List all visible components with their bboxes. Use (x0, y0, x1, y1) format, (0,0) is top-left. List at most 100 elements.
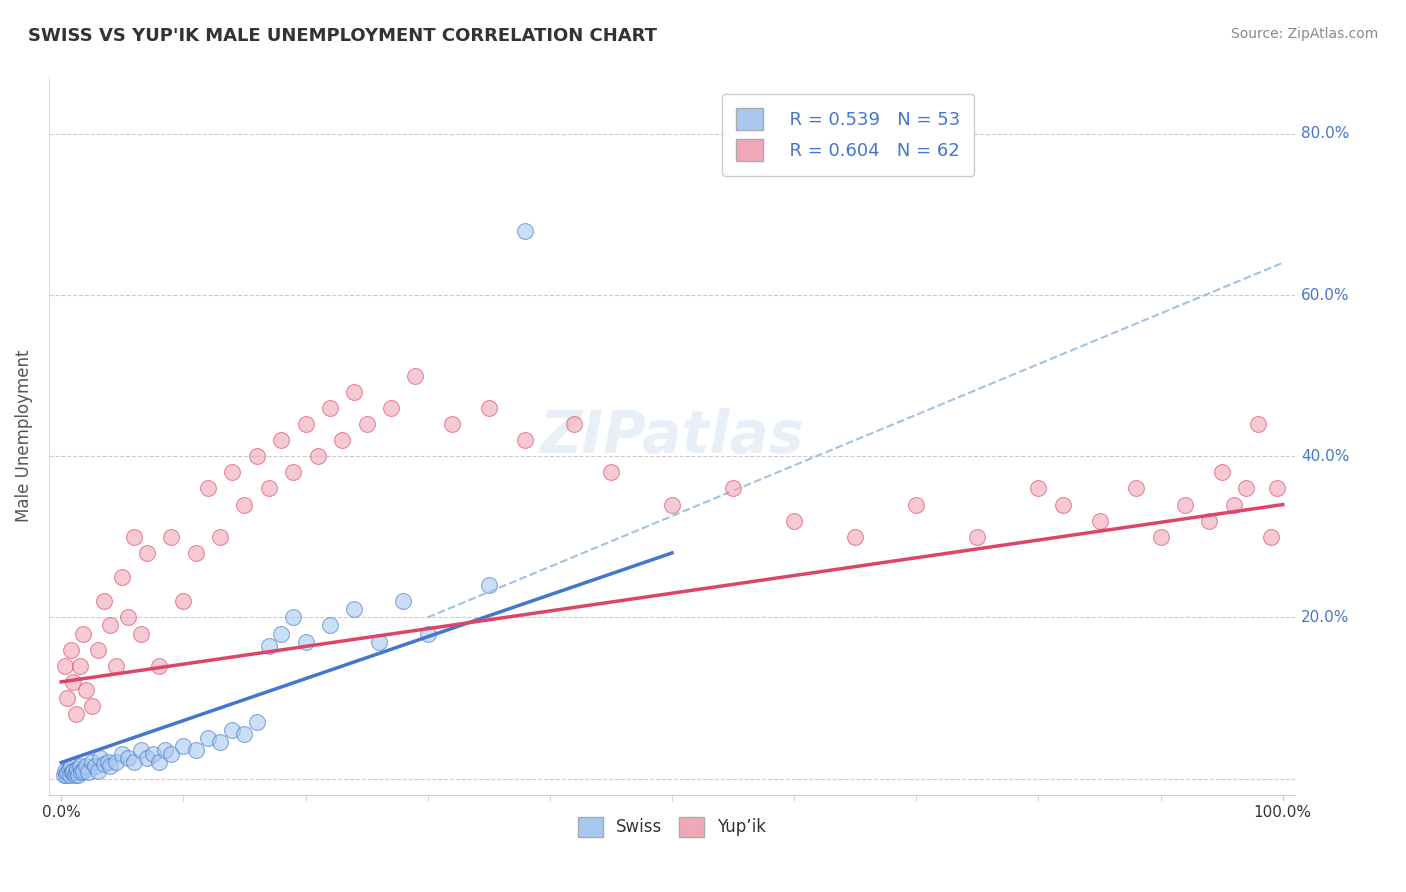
Point (72, 764, 94, 778)
Point (69, 658, 91, 673)
Text: ZIPatlas: ZIPatlas (540, 408, 804, 465)
Point (153, 743, 176, 757)
Point (52, 767, 75, 781)
Point (129, 743, 152, 757)
Point (75, 759, 97, 773)
Point (246, 449, 269, 463)
Point (62, 764, 84, 778)
Point (283, 466, 305, 480)
Point (1234, 482, 1257, 496)
Point (105, 756, 128, 770)
Point (478, 578, 501, 592)
Point (721, 482, 744, 496)
Point (87, 642, 110, 657)
Point (1088, 514, 1111, 528)
Point (294, 634, 316, 648)
Point (135, 546, 157, 560)
Point (270, 433, 292, 447)
Text: 40.0%: 40.0% (1301, 449, 1350, 464)
Point (142, 747, 165, 762)
Point (367, 634, 389, 648)
Point (844, 530, 866, 544)
Point (84, 759, 107, 773)
Point (58, 762, 80, 776)
Point (60, 765, 83, 780)
Point (117, 751, 139, 765)
Point (1052, 498, 1074, 512)
Point (93, 757, 115, 772)
Point (330, 433, 353, 447)
Point (65, 765, 87, 780)
Point (343, 602, 366, 616)
Point (1265, 482, 1288, 496)
Point (62, 674, 84, 689)
Point (97, 756, 120, 770)
Point (515, 223, 537, 237)
Point (221, 466, 243, 480)
Text: SWISS VS YUP'IK MALE UNEMPLOYMENT CORRELATION CHART: SWISS VS YUP'IK MALE UNEMPLOYMENT CORREL… (28, 27, 657, 45)
Point (905, 498, 928, 512)
Point (172, 739, 194, 754)
Point (105, 658, 128, 673)
Point (80, 756, 103, 770)
Point (515, 433, 537, 447)
Point (246, 715, 269, 730)
Point (111, 570, 134, 584)
Point (56, 765, 79, 780)
Point (59, 642, 82, 657)
Point (1125, 482, 1147, 496)
Point (783, 514, 806, 528)
Point (59, 759, 82, 773)
Point (197, 482, 219, 496)
Point (67, 767, 90, 781)
Y-axis label: Male Unemployment: Male Unemployment (15, 350, 32, 523)
Point (599, 466, 621, 480)
Point (59, 767, 82, 781)
Point (55, 767, 77, 781)
Point (89, 751, 111, 765)
Point (63, 767, 86, 781)
Point (80, 699, 103, 714)
Point (124, 530, 146, 544)
Point (294, 417, 316, 431)
Point (1174, 498, 1197, 512)
Point (93, 594, 115, 608)
Point (98, 759, 121, 773)
Point (77, 765, 100, 780)
Point (257, 482, 280, 496)
Point (343, 384, 366, 399)
Text: Source: ZipAtlas.com: Source: ZipAtlas.com (1230, 27, 1378, 41)
Point (69, 765, 91, 780)
Point (380, 401, 402, 415)
Point (661, 498, 683, 512)
Point (98, 618, 121, 632)
Point (160, 747, 183, 762)
Point (1198, 514, 1220, 528)
Point (233, 498, 256, 512)
Point (319, 618, 342, 632)
Point (197, 731, 219, 746)
Point (1223, 498, 1246, 512)
Point (208, 530, 231, 544)
Point (135, 751, 157, 765)
Point (172, 594, 194, 608)
Point (270, 626, 292, 640)
Point (66, 762, 89, 776)
Point (184, 546, 207, 560)
Point (87, 764, 110, 778)
Point (233, 727, 256, 741)
Text: 60.0%: 60.0% (1301, 287, 1350, 302)
Point (75, 682, 97, 697)
Point (356, 417, 378, 431)
Point (124, 756, 146, 770)
Point (478, 401, 501, 415)
Point (319, 401, 342, 415)
Point (404, 368, 426, 383)
Point (160, 530, 183, 544)
Point (72, 626, 94, 640)
Point (148, 658, 170, 673)
Point (69, 759, 91, 773)
Point (129, 626, 152, 640)
Point (56, 691, 79, 706)
Point (1149, 530, 1171, 544)
